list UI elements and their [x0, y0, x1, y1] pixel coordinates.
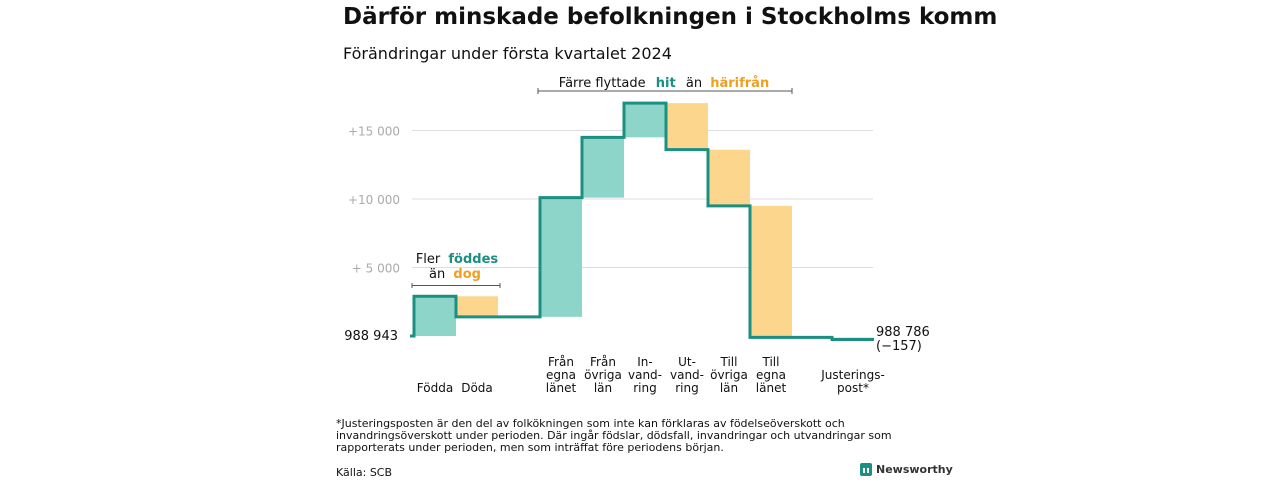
svg-text:Färre flyttade hit: Färre flyttade hit än härifrån: [559, 76, 769, 91]
y-tick-label-1: +10 000: [348, 193, 400, 207]
annotation-migration-text-2: än: [686, 76, 702, 91]
category-label-7-0: Till: [762, 355, 780, 369]
newsworthy-logo-icon: [860, 463, 872, 476]
category-label-6-2: län: [720, 381, 738, 395]
annotation-migration-highlight-1: hit: [656, 76, 676, 91]
annotation-births-highlight-1: föddes: [448, 252, 498, 267]
category-label-2-0: Från: [548, 355, 574, 369]
category-label-2-2: länet: [546, 381, 577, 395]
category-label-5-0: Ut-: [678, 355, 696, 369]
category-label-7-2: länet: [756, 381, 787, 395]
bar-4: [624, 103, 666, 138]
bar-1: [456, 296, 498, 317]
category-label-5-2: ring: [675, 381, 699, 395]
brand-logo: Newsworthy: [860, 463, 953, 476]
bar-6: [708, 149, 750, 206]
category-label-8-0: Justerings-: [820, 368, 885, 382]
annotation-migration-text-1: Färre flyttade: [559, 76, 646, 91]
annotation-migration-highlight-2: härifrån: [710, 76, 769, 91]
chart-title: Därför minskade befolkningen i Stockholm…: [343, 4, 998, 30]
category-label-7-1: egna: [756, 368, 786, 382]
bar-2: [540, 197, 582, 317]
category-labels: Födda DödaFrånegnalänetFrånövrigalänIn-va…: [417, 355, 885, 395]
gridlines: [412, 130, 873, 268]
start-value-label: 988 943: [344, 329, 398, 344]
y-tick-label-0: + 5 000: [352, 262, 400, 276]
svg-text:Fler föddes: Fler föddes: [416, 252, 499, 267]
bar-3: [582, 137, 624, 198]
end-change-label: (−157): [876, 339, 922, 354]
category-label-4-1: vand-: [628, 368, 662, 382]
annotation-births-text-2: än: [429, 267, 445, 282]
bars: [414, 103, 874, 340]
category-label-0-0: Födda: [417, 381, 453, 395]
category-label-3-1: övriga: [584, 368, 622, 382]
annotation-migration-bracket: [537, 88, 793, 94]
category-label-3-0: Från: [590, 355, 616, 369]
svg-text:än dog: än dog: [429, 267, 481, 282]
category-label-8-1: post*: [837, 381, 869, 395]
brand-name: Newsworthy: [876, 463, 953, 476]
annotation-births-bracket: [411, 283, 501, 288]
cumulative-step-line: [410, 101, 874, 342]
category-label-5-1: vand-: [670, 368, 704, 382]
source-label: Källa: SCB: [336, 466, 393, 479]
annotation-migration: Färre flyttade hit än härifrån: [537, 76, 793, 94]
bar-5: [666, 103, 708, 150]
category-label-3-2: län: [594, 381, 612, 395]
y-tick-label-2: +15 000: [348, 125, 400, 139]
category-label-6-1: övriga: [710, 368, 748, 382]
category-label-6-0: Till: [720, 355, 738, 369]
bar-0: [414, 296, 456, 336]
category-label-1-0: Döda: [461, 381, 493, 395]
category-label-4-2: ring: [633, 381, 657, 395]
end-value-label: 988 786: [876, 325, 930, 340]
annotation-births-highlight-2: dog: [453, 267, 481, 282]
annotation-births: Fler föddes än dog: [411, 252, 501, 288]
category-label-2-1: egna: [546, 368, 576, 382]
y-axis-ticks: + 5 000 +10 000 +15 000: [348, 125, 400, 276]
footnote: *Justeringsposten är den del av folkökni…: [336, 417, 892, 454]
bar-7: [750, 205, 792, 338]
chart-subtitle: Förändringar under första kvartalet 2024: [343, 44, 672, 63]
annotation-births-text-1: Fler: [416, 252, 441, 267]
category-label-4-0: In-: [637, 355, 652, 369]
